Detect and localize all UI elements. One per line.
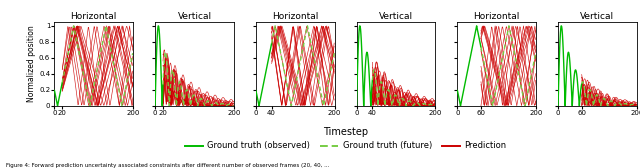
Title: Horizontal: Horizontal [70,12,117,21]
Title: Horizontal: Horizontal [272,12,319,21]
Title: Vertical: Vertical [177,12,212,21]
Y-axis label: Normalized position: Normalized position [28,26,36,102]
Title: Horizontal: Horizontal [474,12,520,21]
Text: Figure 4: Forward prediction uncertainty associated constraints after different : Figure 4: Forward prediction uncertainty… [6,163,330,168]
Title: Vertical: Vertical [379,12,413,21]
Title: Vertical: Vertical [580,12,614,21]
Legend: Ground truth (observed), Ground truth (future), Prediction: Ground truth (observed), Ground truth (f… [181,138,510,154]
Text: Timestep: Timestep [323,127,368,137]
